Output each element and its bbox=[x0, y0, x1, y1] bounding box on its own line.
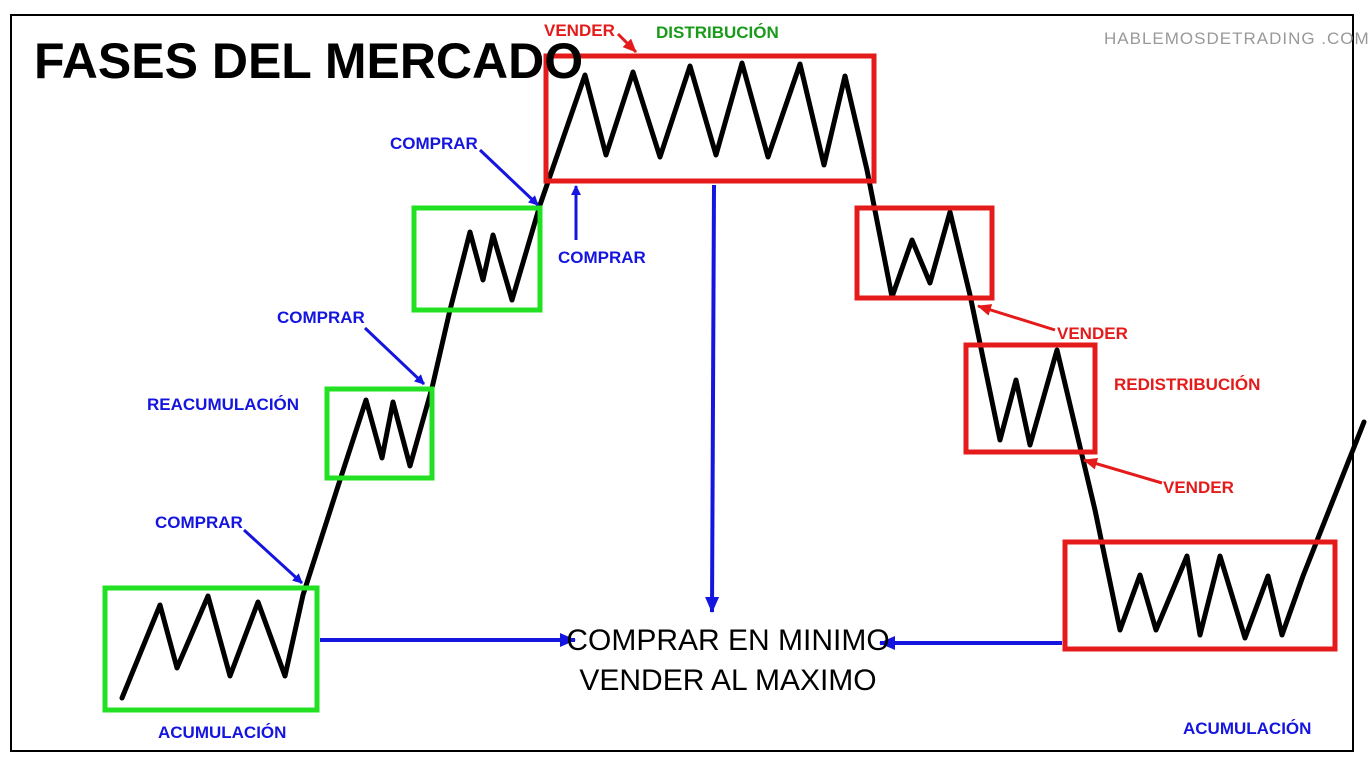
accumulation-box-right bbox=[1062, 539, 1338, 652]
label-vender-3: VENDER bbox=[1163, 478, 1234, 497]
label-comprar-1: COMPRAR bbox=[155, 513, 243, 532]
comprar-arrow-1 bbox=[242, 528, 304, 585]
redistribution-box-1 bbox=[854, 205, 995, 301]
label-redistribucion: REDISTRIBUCIÓN bbox=[1114, 375, 1260, 394]
vender-arrow-3 bbox=[1083, 457, 1163, 485]
center-text-line-1: COMPRAR EN MINIMO bbox=[566, 624, 889, 657]
label-distribucion: DISTRIBUCIÓN bbox=[656, 23, 779, 42]
label-comprar-3: COMPRAR bbox=[390, 134, 478, 153]
label-vender-top: VENDER bbox=[544, 21, 615, 40]
website-watermark: HABLEMOSDETRADING .COM bbox=[1104, 29, 1368, 48]
arrow-down-to-center bbox=[705, 184, 720, 613]
accumulation-box-left bbox=[102, 585, 320, 713]
diagram-title: FASES DEL MERCADO bbox=[34, 33, 583, 89]
label-acumulacion-right: ACUMULACIÓN bbox=[1183, 719, 1311, 738]
vender-arrow-2 bbox=[977, 304, 1056, 332]
label-reacumulacion: REACUMULACIÓN bbox=[147, 395, 299, 414]
comprar-arrow-2 bbox=[363, 326, 426, 386]
label-comprar-2: COMPRAR bbox=[277, 308, 365, 327]
reaccumulation-box-2 bbox=[411, 205, 543, 313]
label-comprar-4: COMPRAR bbox=[558, 248, 646, 267]
comprar-arrow-3 bbox=[478, 148, 540, 207]
vender-arrow-top bbox=[616, 32, 638, 54]
label-acumulacion-left: ACUMULACIÓN bbox=[158, 723, 286, 742]
label-vender-2: VENDER bbox=[1057, 324, 1128, 343]
center-text-line-2: VENDER AL MAXIMO bbox=[579, 664, 876, 697]
price-line bbox=[119, 60, 1367, 701]
redistribution-box-2 bbox=[963, 342, 1098, 455]
diagram-frame bbox=[10, 14, 1354, 752]
distribution-box bbox=[543, 53, 877, 184]
reaccumulation-box-1 bbox=[324, 386, 435, 481]
